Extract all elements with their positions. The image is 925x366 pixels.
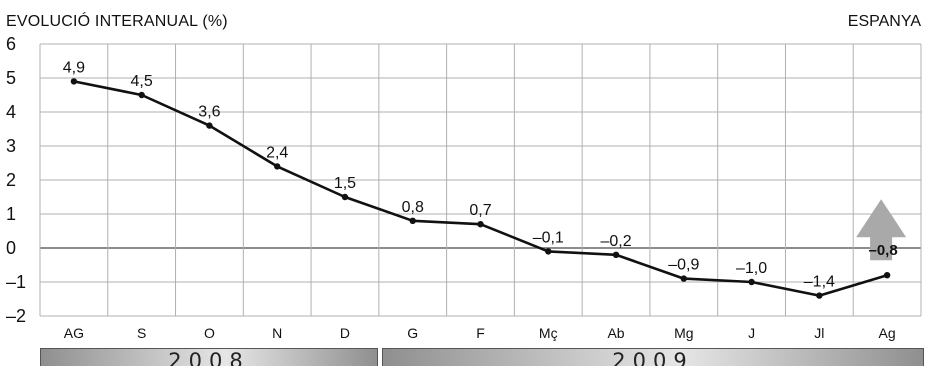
data-point xyxy=(883,272,891,279)
x-tick-label: Jl xyxy=(814,325,824,341)
x-tick-label: O xyxy=(204,325,215,341)
year-band-2009: 2009 xyxy=(382,348,924,366)
data-point xyxy=(138,91,145,99)
y-tick-label: 3 xyxy=(6,136,16,156)
data-point xyxy=(477,221,484,228)
x-tick-label: Mg xyxy=(674,325,693,341)
highlight-arrow-icon xyxy=(856,199,907,261)
y-tick-label: –2 xyxy=(6,306,26,326)
data-point xyxy=(70,78,78,85)
y-tick-label: –1 xyxy=(6,272,26,292)
data-label: 4,5 xyxy=(131,73,153,90)
data-point xyxy=(409,217,416,224)
y-tick-label: 5 xyxy=(6,68,16,88)
year-band-2008: 2008 xyxy=(40,348,378,366)
year-label-2009: 2009 xyxy=(612,349,694,366)
chart-title: EVOLUCIÓ INTERANUAL (%) xyxy=(6,13,228,30)
data-label: 0,7 xyxy=(469,202,491,219)
x-tick-label: D xyxy=(340,325,350,341)
data-label: –0,2 xyxy=(600,233,631,250)
data-label: 0,8 xyxy=(402,199,424,216)
data-label: –1,0 xyxy=(736,260,767,277)
year-label-2008: 2008 xyxy=(168,349,250,366)
data-label: 4,9 xyxy=(63,59,85,76)
x-tick-label: G xyxy=(407,325,418,341)
x-tick-label: N xyxy=(272,325,282,341)
x-tick-label: AG xyxy=(64,325,84,341)
x-tick-label: F xyxy=(476,325,485,341)
data-label: –0,8 xyxy=(869,242,898,259)
data-point xyxy=(748,278,755,286)
y-tick-label: 2 xyxy=(6,170,16,190)
data-label: 1,5 xyxy=(334,175,356,192)
data-point xyxy=(545,248,552,255)
data-point xyxy=(341,193,349,201)
line-chart: 6 5 4 3 2 1 0 –1 –2 AG S O N D G F Mç Ab Mg J Jl Ag 4,9 4,5 3,6 2… xyxy=(6,34,922,341)
data-label: 3,6 xyxy=(198,104,220,121)
x-tick-label: J xyxy=(748,325,755,341)
y-tick-label: 1 xyxy=(6,204,16,224)
data-point xyxy=(273,163,281,170)
y-tick-label: 0 xyxy=(6,238,16,258)
y-tick-label: 4 xyxy=(6,102,16,122)
region-label: ESPANYA xyxy=(847,13,921,30)
data-label: –0,1 xyxy=(533,229,564,246)
x-tick-label: Mç xyxy=(539,325,558,341)
data-label: –0,9 xyxy=(668,257,699,274)
data-point xyxy=(816,292,823,299)
y-tick-label: 6 xyxy=(6,34,16,54)
x-tick-label: Ag xyxy=(879,325,896,341)
x-tick-label: S xyxy=(137,325,146,341)
data-point xyxy=(612,251,620,258)
data-point xyxy=(206,122,213,129)
data-label: –1,4 xyxy=(804,274,835,291)
x-tick-label: Ab xyxy=(607,325,624,341)
data-label: 2,4 xyxy=(266,144,288,161)
data-point xyxy=(680,275,688,282)
